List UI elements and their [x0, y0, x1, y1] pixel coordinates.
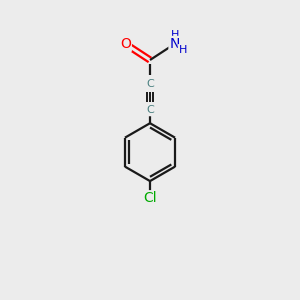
Text: Cl: Cl — [143, 191, 157, 205]
Text: C: C — [146, 79, 154, 88]
Text: H: H — [178, 45, 187, 55]
Text: C: C — [146, 105, 154, 116]
Text: O: O — [120, 37, 131, 51]
Text: N: N — [169, 37, 180, 51]
Text: H: H — [170, 30, 179, 40]
